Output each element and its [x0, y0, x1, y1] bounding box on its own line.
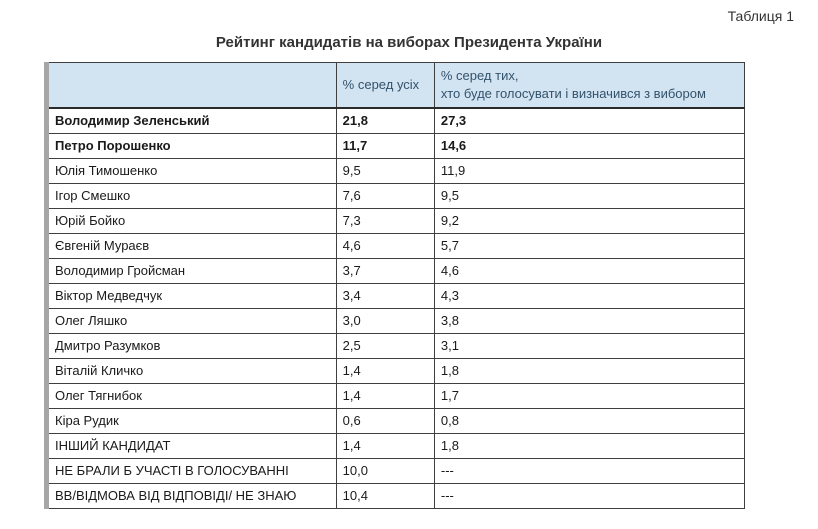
candidate-name: НЕ БРАЛИ Б УЧАСТІ В ГОЛОСУВАННІ — [46, 458, 337, 484]
candidate-name: Юрій Бойко — [46, 208, 337, 234]
table-row: Віталій Кличко 1,4 1,8 — [46, 358, 746, 384]
percent-all-value: 2,5 — [335, 333, 435, 359]
candidate-name: Юлія Тимошенко — [46, 158, 337, 184]
percent-decided-value: 1,7 — [433, 383, 746, 409]
percent-all-value: 10,4 — [335, 483, 435, 509]
table-row: Олег Ляшко 3,0 3,8 — [46, 308, 746, 334]
header-candidate — [46, 62, 337, 109]
candidate-name: Євгеній Мураєв — [46, 233, 337, 259]
ratings-table: % серед усіх % серед тих, хто буде голос… — [44, 62, 746, 509]
header-row: % серед усіх % серед тих, хто буде голос… — [46, 62, 746, 109]
table-row: Петро Порошенко 11,7 14,6 — [46, 133, 746, 159]
candidate-name: Олег Ляшко — [46, 308, 337, 334]
percent-decided-value: 9,2 — [433, 208, 746, 234]
percent-decided-value: 3,1 — [433, 333, 746, 359]
percent-decided-value: 14,6 — [433, 133, 746, 159]
percent-decided-value: --- — [433, 483, 746, 509]
percent-decided-value: 1,8 — [433, 433, 746, 459]
candidate-name: Петро Порошенко — [46, 133, 337, 159]
table-row: ВВ/ВІДМОВА ВІД ВІДПОВІДІ/ НЕ ЗНАЮ 10,4 -… — [46, 483, 746, 509]
percent-decided-value: 5,7 — [433, 233, 746, 259]
candidate-name: Ігор Смешко — [46, 183, 337, 209]
percent-all-value: 3,7 — [335, 258, 435, 284]
percent-decided-value: 9,5 — [433, 183, 746, 209]
table-row: ІНШИЙ КАНДИДАТ 1,4 1,8 — [46, 433, 746, 459]
table-row: НЕ БРАЛИ Б УЧАСТІ В ГОЛОСУВАННІ 10,0 --- — [46, 458, 746, 484]
candidate-name: Володимир Зеленський — [46, 107, 337, 134]
table-row: Кіра Рудик 0,6 0,8 — [46, 408, 746, 434]
candidate-name: Володимир Гройсман — [46, 258, 337, 284]
percent-decided-value: 27,3 — [433, 107, 746, 134]
percent-decided-value: 4,6 — [433, 258, 746, 284]
percent-all-value: 9,5 — [335, 158, 435, 184]
percent-decided-value: --- — [433, 458, 746, 484]
table-row: Ігор Смешко 7,6 9,5 — [46, 183, 746, 209]
table-body: Володимир Зеленський 21,8 27,3 Петро Пор… — [46, 107, 746, 509]
page-title: Рейтинг кандидатів на виборах Президента… — [215, 34, 603, 51]
percent-decided-value: 1,8 — [433, 358, 746, 384]
candidate-name: Кіра Рудик — [46, 408, 337, 434]
table-row: Юлія Тимошенко 9,5 11,9 — [46, 158, 746, 184]
percent-all-value: 11,7 — [335, 133, 435, 159]
percent-all-value: 0,6 — [335, 408, 435, 434]
percent-all-value: 1,4 — [335, 383, 435, 409]
header-percent-all: % серед усіх — [335, 62, 435, 109]
candidate-name: Віталій Кличко — [46, 358, 337, 384]
candidate-name: Віктор Медведчук — [46, 283, 337, 309]
percent-decided-value: 0,8 — [433, 408, 746, 434]
percent-all-value: 7,3 — [335, 208, 435, 234]
header-percent-decided: % серед тих, хто буде голосувати і визна… — [433, 62, 746, 109]
percent-all-value: 7,6 — [335, 183, 435, 209]
table-row: Віктор Медведчук 3,4 4,3 — [46, 283, 746, 309]
percent-all-value: 3,0 — [335, 308, 435, 334]
table-row: Володимир Гройсман 3,7 4,6 — [46, 258, 746, 284]
candidate-name: ІНШИЙ КАНДИДАТ — [46, 433, 337, 459]
percent-all-value: 3,4 — [335, 283, 435, 309]
percent-all-value: 1,4 — [335, 358, 435, 384]
candidate-name: ВВ/ВІДМОВА ВІД ВІДПОВІДІ/ НЕ ЗНАЮ — [46, 483, 337, 509]
percent-all-value: 4,6 — [335, 233, 435, 259]
percent-all-value: 10,0 — [335, 458, 435, 484]
table-row: Олег Тягнибок 1,4 1,7 — [46, 383, 746, 409]
table-row: Євгеній Мураєв 4,6 5,7 — [46, 233, 746, 259]
percent-decided-value: 3,8 — [433, 308, 746, 334]
percent-decided-value: 11,9 — [433, 158, 746, 184]
table-caption: Таблиця 1 — [727, 8, 794, 24]
percent-decided-value: 4,3 — [433, 283, 746, 309]
candidate-name: Олег Тягнибок — [46, 383, 337, 409]
percent-all-value: 1,4 — [335, 433, 435, 459]
table-row: Володимир Зеленський 21,8 27,3 — [46, 107, 746, 134]
table-row: Юрій Бойко 7,3 9,2 — [46, 208, 746, 234]
percent-all-value: 21,8 — [335, 107, 435, 134]
candidate-name: Дмитро Разумков — [46, 333, 337, 359]
table-row: Дмитро Разумков 2,5 3,1 — [46, 333, 746, 359]
